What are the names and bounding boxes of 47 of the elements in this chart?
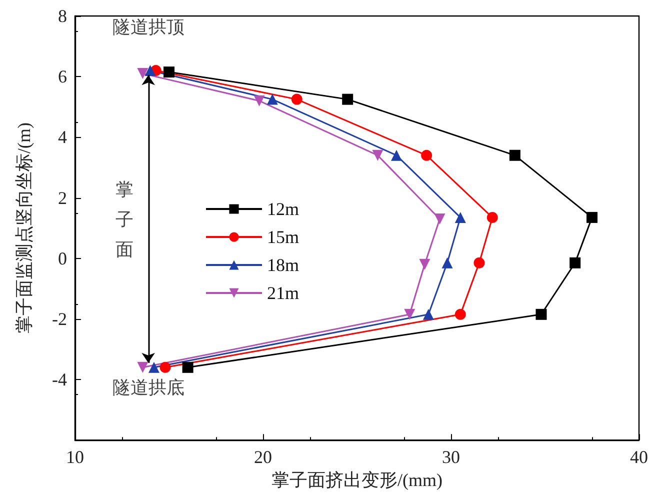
point: [182, 362, 194, 373]
legend-label: 12m: [267, 199, 300, 219]
point: [160, 362, 171, 373]
point: [254, 95, 265, 106]
y-tick-label: 8: [58, 6, 67, 26]
point: [454, 212, 466, 223]
point: [372, 150, 384, 161]
y-axis-title: 掌子面监测点竖向坐标/(m): [14, 122, 34, 334]
annotation: 掌子面: [115, 180, 134, 260]
point: [536, 308, 547, 320]
y-tick-label: -2: [52, 308, 67, 329]
point: [421, 150, 432, 161]
point: [570, 257, 581, 268]
legend-label: 15m: [267, 227, 300, 247]
point: [266, 94, 278, 105]
point: [419, 258, 430, 270]
point: [390, 150, 402, 161]
legend-label: 21m: [267, 283, 300, 303]
point: [454, 308, 466, 320]
point: [422, 308, 434, 320]
y-tick-label: 0: [58, 248, 67, 268]
annotation: 隧道拱底: [112, 377, 184, 398]
point: [137, 68, 148, 80]
point: [486, 212, 498, 223]
point: [144, 65, 156, 76]
y-tick-label: -4: [52, 370, 67, 390]
y-tick-label: 6: [58, 66, 67, 87]
x-tick-label: 40: [630, 447, 648, 468]
y-tick-label: 4: [58, 127, 67, 148]
point: [404, 308, 416, 320]
annotation: 隧道拱顶: [112, 17, 184, 38]
x-tick-label: 20: [254, 447, 272, 468]
x-tick-label: 10: [66, 447, 84, 468]
point: [586, 212, 598, 223]
point: [509, 150, 520, 161]
point: [291, 94, 302, 105]
point: [137, 362, 148, 373]
legend-label: 18m: [267, 255, 300, 275]
point: [342, 94, 354, 105]
x-axis-title: 掌子面挤出变形/(mm): [272, 470, 442, 490]
point: [442, 257, 453, 268]
point: [164, 66, 174, 78]
y-tick-label: 2: [58, 188, 67, 208]
x-tick-label: 30: [442, 447, 460, 468]
point: [474, 257, 485, 268]
point: [148, 362, 160, 373]
point: [434, 213, 446, 224]
